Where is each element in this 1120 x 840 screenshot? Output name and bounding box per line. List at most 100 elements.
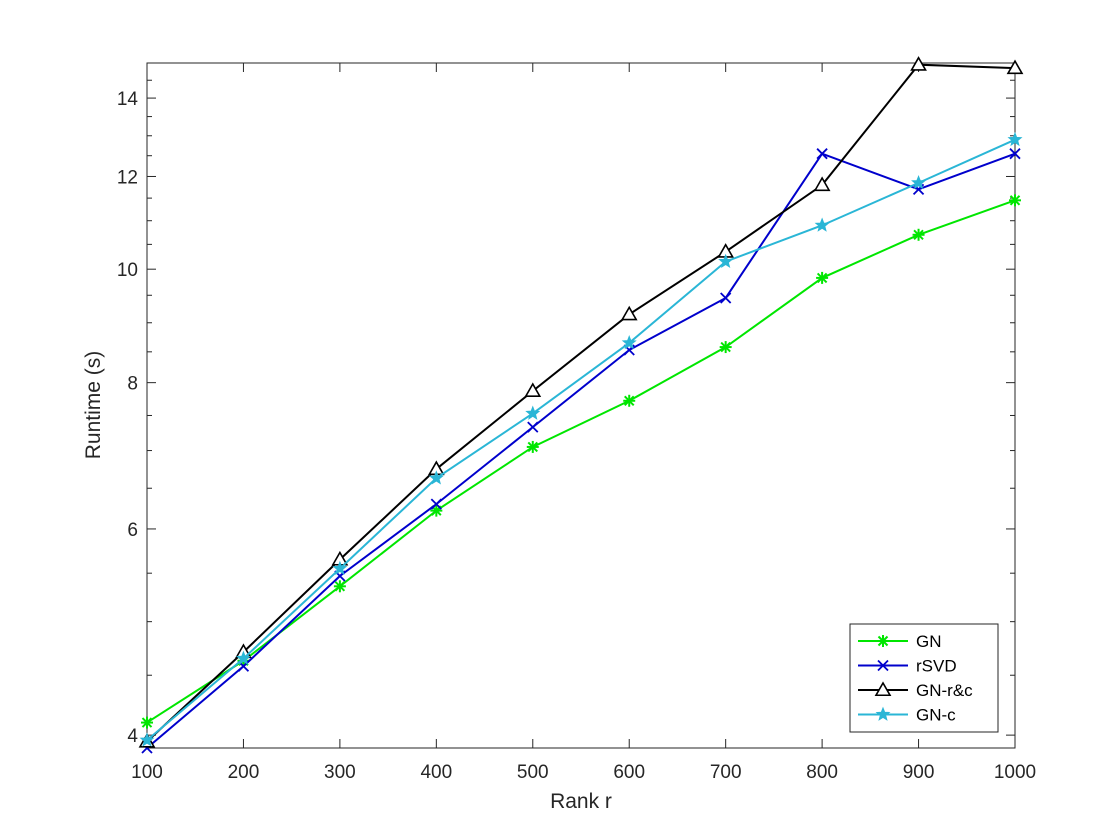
x-tick-label: 300 [324,762,356,783]
star-shape [718,253,734,268]
triangle-shape [874,681,892,697]
x-tick-label: 900 [903,762,935,783]
legend-label-rsvd: rSVD [916,657,957,676]
triangle-shape [813,176,831,192]
asterisk-stroke [816,272,828,284]
data-point-rsvd [527,421,539,433]
x-tick-label: 700 [710,762,742,783]
series-line-rsvd [146,152,1016,749]
asterisk-stroke [141,717,153,728]
series-gn-r-c [138,56,1024,748]
star-shape [1007,131,1023,147]
data-point-gn-c [814,217,830,232]
data-point-gn [623,394,636,407]
data-point-rsvd [1009,148,1021,160]
data-point-gn [816,271,829,284]
x-tick-label: 1000 [994,762,1036,783]
data-point-rsvd [720,292,732,304]
y-tick-label: 4 [127,726,138,747]
data-point-gn-c [525,405,541,420]
data-point-gn-r-c [1006,59,1024,75]
legend-label-gn: GN [916,632,942,651]
series-gn-c [139,131,1023,747]
x-tick-label: 200 [228,762,260,783]
legend-marker-gn [877,635,889,647]
x-axis-label: Rank r [550,790,612,813]
legend-entry-gn-c: GN-c [858,706,956,725]
asterisk-stroke [877,635,889,647]
data-point-gn-r-c [524,382,542,398]
x-stroke [430,498,442,510]
data-point-gn-c [235,650,251,665]
y-axis-label: Runtime (s) [82,351,105,460]
series-line-gn-c [146,138,1016,742]
x-tick-label: 600 [613,762,645,783]
x-tick-label: 800 [806,762,838,783]
asterisk-stroke [527,441,538,453]
star-shape [875,706,891,721]
data-point-gn [141,716,153,729]
star-shape [525,405,541,420]
triangle-shape [620,305,638,321]
triangle-shape [910,56,927,71]
data-point-gn-r-c [620,305,638,321]
asterisk-stroke [624,395,635,406]
asterisk-stroke [913,229,924,240]
star-shape [332,560,348,575]
triangle-shape [1006,59,1024,75]
star-shape [428,470,444,485]
legend-label-gn-c: GN-c [916,706,956,725]
asterisk-stroke [1009,195,1021,206]
x-stroke [527,421,539,433]
data-point-gn-r-c [910,56,927,71]
asterisk-stroke [334,581,346,592]
data-point-gn [719,341,732,354]
star-shape [911,174,927,190]
legend-marker-rsvd [877,659,889,672]
star-shape [621,335,637,350]
x-tick-label: 400 [420,762,452,783]
y-tick-label: 14 [117,89,139,110]
series-line-gn-r-c [146,63,1016,743]
data-point-gn-c [428,470,444,485]
data-point-rsvd [816,148,828,160]
data-point-gn-r-c [813,176,831,192]
y-tick-label: 6 [127,520,138,541]
data-point-gn-c [911,174,927,190]
x-tick-label: 500 [517,762,549,783]
star-shape [235,650,251,665]
asterisk-stroke [720,341,731,353]
plot-frame [146,62,1016,749]
legend-label-gn-r-c: GN-r&c [916,681,973,700]
y-tick-label: 8 [127,374,138,395]
x-stroke [816,148,828,160]
x-stroke [720,292,732,304]
data-point-gn-c [139,732,155,747]
legend: GN rSVD GN-r&c GN-c [849,623,999,733]
data-point-gn [912,228,925,241]
data-point-gn-c [332,560,348,575]
x-stroke [1009,148,1021,160]
legend-entry-gn: GN [858,632,942,651]
legend-marker-gn-c [875,706,891,721]
x-stroke [877,659,889,672]
y-tick-label: 12 [117,167,138,188]
x-tick-label: 100 [131,762,163,783]
legend-entry-gn-r-c: GN-r&c [858,681,973,700]
y-tick-label: 10 [117,260,138,281]
legend-marker-gn-r-c [874,681,892,697]
star-shape [814,217,830,232]
data-point-gn-c [621,335,637,350]
triangle-shape [524,382,542,398]
series-line-gn [146,199,1016,724]
data-point-gn-c [1007,131,1023,147]
legend-entry-rsvd: rSVD [858,657,957,676]
data-point-rsvd [430,498,442,510]
data-point-gn [526,440,539,453]
data-point-gn [333,580,346,593]
series-rsvd [141,148,1021,754]
star-shape [139,732,155,747]
data-point-gn [1009,194,1021,207]
data-point-gn-c [718,253,734,268]
